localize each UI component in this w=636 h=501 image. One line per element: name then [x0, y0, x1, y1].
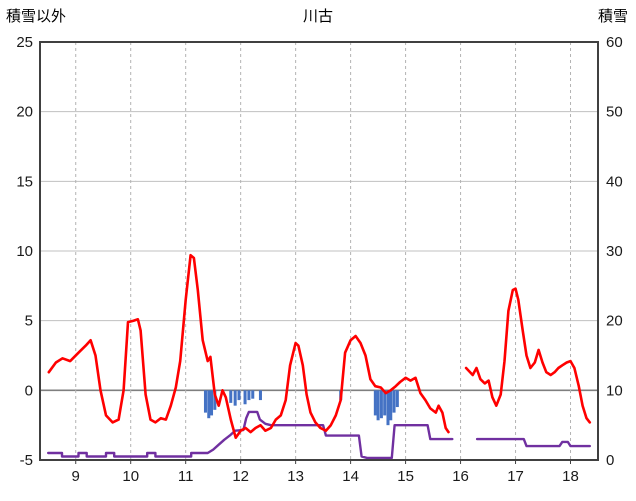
left-tick-label: -5: [20, 452, 33, 469]
precip-bars: [203, 390, 207, 413]
precip-bars: [376, 390, 380, 421]
x-tick-label: 17: [507, 468, 524, 485]
chart-title: 川古: [303, 8, 333, 25]
precip-bars: [207, 390, 211, 419]
snow-depth-line: [475, 437, 591, 448]
x-tick-label: 18: [562, 468, 579, 485]
left-tick-label: 5: [25, 313, 33, 330]
x-tick-label: 15: [397, 468, 414, 485]
precip-bars: [243, 390, 247, 405]
precip-bars: [386, 390, 390, 426]
right-tick-label: 0: [606, 452, 614, 469]
temperature-line: [464, 287, 592, 424]
right-tick-label: 60: [606, 34, 623, 51]
left-tick-label: 10: [16, 243, 33, 260]
precip-bars: [247, 390, 251, 401]
x-tick-label: 10: [122, 468, 139, 485]
plot-border: [39, 41, 599, 461]
precip-bars: [237, 390, 241, 401]
temperature-line: [47, 253, 450, 440]
x-tick-label: 11: [178, 468, 194, 485]
precip-bars: [233, 390, 237, 406]
right-tick-label: 10: [606, 382, 623, 399]
precip-bars: [251, 390, 255, 399]
precip-bars: [389, 390, 393, 421]
precip-bars: [373, 390, 377, 416]
x-tick-label: 14: [342, 468, 359, 485]
precip-bars: [229, 390, 233, 403]
precip-bars: [213, 390, 217, 410]
right-tick-label: 40: [606, 173, 623, 190]
snow-depth-line: [47, 410, 454, 460]
left-tick-label: 0: [25, 382, 33, 399]
x-tick-label: 16: [452, 468, 469, 485]
left-tick-label: 25: [16, 34, 33, 51]
x-tick-label: 9: [72, 468, 80, 485]
left-tick-label: 20: [16, 104, 33, 121]
right-tick-label: 20: [606, 313, 623, 330]
right-tick-label: 30: [606, 243, 623, 260]
x-tick-label: 12: [232, 468, 249, 485]
precip-bars: [383, 390, 387, 416]
precip-bars: [392, 390, 396, 413]
precip-bars: [379, 390, 383, 419]
precip-bars: [210, 390, 214, 416]
x-tick-label: 13: [287, 468, 304, 485]
left-tick-label: 15: [16, 173, 33, 190]
right-tick-label: 50: [606, 104, 623, 121]
precip-bars: [395, 390, 399, 408]
right-axis-title: 積雪: [598, 8, 628, 25]
left-axis-title: 積雪以外: [6, 8, 66, 25]
precip-bars: [258, 390, 262, 401]
